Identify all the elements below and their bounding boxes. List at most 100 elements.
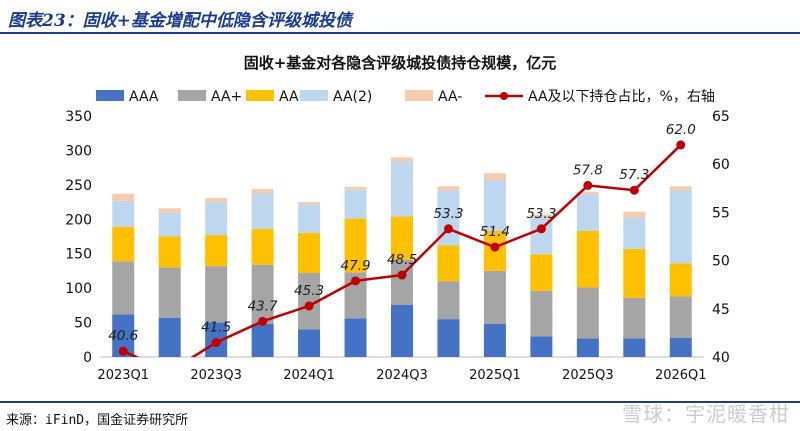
bar-2023Q2-AA- [158, 208, 181, 213]
bar-2024Q1-AA+ [298, 272, 321, 330]
ratio-point-2024Q2 [351, 276, 361, 286]
x-tick-label-2024Q1: 2024Q1 [283, 368, 335, 383]
ratio-point-2025Q3 [583, 180, 593, 190]
bar-2023Q4-AA [251, 228, 274, 265]
ratio-label-2023Q3: 41.5 [201, 320, 231, 336]
bar-2023Q1-AA- [112, 193, 135, 201]
bar-2025Q4-AAA [623, 338, 646, 357]
bar-2025Q2-AA- [530, 214, 553, 217]
ratio-point-2025Q1 [490, 242, 500, 252]
bar-2023Q1-AA(2) [112, 200, 135, 227]
bar-2024Q3-AAA [391, 304, 413, 357]
bar-2023Q3-AA- [205, 197, 228, 203]
bar-2023Q3-AA [205, 235, 228, 267]
bottom-divider [0, 401, 800, 403]
bar-2024Q1-AA(2) [298, 204, 321, 234]
y2-tick-label-2: 45 [712, 302, 730, 318]
ratio-label-2025Q4: 57.3 [619, 167, 649, 183]
bar-2025Q3-AAA [576, 338, 599, 357]
bar-2025Q1-AA- [483, 173, 506, 181]
legend-swatch-3 [246, 90, 274, 101]
bar-2025Q1-AA+ [483, 270, 506, 324]
ratio-point-2023Q1 [118, 346, 128, 356]
bar-2025Q4-AA- [623, 211, 646, 218]
bar-2025Q3-AA+ [576, 287, 599, 339]
legend-label-1: AAA [129, 89, 159, 105]
ratio-point-2023Q3 [211, 338, 221, 348]
bar-2024Q3-AA [391, 216, 413, 260]
bar-2025Q2-AAA [530, 336, 553, 357]
bar-2024Q4-AA+ [437, 281, 460, 320]
bar-2025Q2-AA [530, 254, 553, 291]
bar-2026Q1-AA+ [669, 296, 692, 338]
bar-2025Q1-AAA [483, 323, 506, 357]
bar-2025Q4-AA(2) [623, 217, 646, 249]
bar-2023Q2-AA(2) [158, 212, 181, 237]
bar-2024Q1-AA [298, 233, 321, 273]
y-tick-label-5: 200 [65, 212, 92, 228]
ratio-point-2023Q4 [258, 316, 268, 326]
bar-2023Q4-AA- [251, 188, 274, 194]
legend: AAA AA+ AA AA(2) AA- AA及以下持仓占比，%，右轴 [96, 89, 715, 105]
y2-tick-label-4: 55 [712, 205, 730, 221]
ratio-point-2024Q4 [443, 224, 453, 234]
legend-swatch-1 [96, 90, 124, 101]
bar-2025Q4-AA+ [623, 297, 646, 339]
bar-2025Q3-AA [576, 230, 599, 288]
bar-2024Q4-AA- [437, 186, 460, 191]
y-tick-label-3: 100 [65, 281, 92, 297]
y-tick-label-6: 250 [65, 178, 92, 194]
bar-2025Q2-AA(2) [530, 216, 553, 255]
bar-2024Q4-AA [437, 245, 460, 282]
y-tick-label-4: 150 [65, 247, 92, 263]
ratio-point-2025Q4 [629, 185, 639, 195]
bar-2024Q2-AA [344, 218, 367, 273]
y-tick-label-7: 300 [65, 143, 92, 159]
legend-swatch-2 [178, 90, 206, 101]
bar-2023Q4-AAA [251, 323, 274, 357]
bar-2023Q3-AA+ [205, 266, 228, 323]
ratio-point-2024Q1 [304, 301, 314, 311]
bar-2026Q1-AA(2) [669, 190, 692, 264]
ratio-point-2024Q3 [397, 270, 407, 280]
chart-title: 固收+基金对各隐含评级城投债持仓规模，亿元 [244, 54, 557, 72]
x-tick-label-2023Q3: 2023Q3 [190, 368, 242, 383]
bar-2024Q3-AA(2) [391, 161, 413, 217]
top-divider [0, 32, 800, 34]
bar-2023Q2-AA [158, 236, 181, 268]
bar-2024Q4-AAA [437, 319, 460, 357]
y2-tick-label-1: 40 [712, 350, 730, 366]
y2-tick-label-6: 65 [712, 109, 730, 125]
bar-2023Q3-AA(2) [205, 202, 228, 236]
x-tick-label-2026Q1: 2026Q1 [655, 368, 707, 383]
y2-tick-label-3: 50 [712, 254, 730, 270]
ratio-label-2025Q2: 53.3 [526, 206, 556, 222]
bar-2023Q4-AA(2) [251, 193, 274, 229]
ratio-label-2024Q2: 47.9 [341, 258, 371, 274]
x-tick-label-2025Q3: 2025Q3 [562, 368, 614, 383]
legend-line-marker [500, 92, 508, 100]
bar-2025Q3-AA(2) [576, 193, 599, 231]
bar-2026Q1-AA- [669, 186, 692, 191]
bar-2024Q1-AA- [298, 202, 321, 205]
x-tick-label-2023Q1: 2023Q1 [97, 368, 149, 383]
ratio-point-2025Q2 [536, 224, 546, 234]
bar-2025Q4-AA [623, 248, 646, 298]
bar-2024Q2-AA- [344, 186, 367, 190]
legend-swatch-4 [300, 90, 328, 101]
ratio-label-2023Q1: 40.6 [108, 328, 138, 344]
y-tick-label-2: 50 [74, 316, 92, 332]
ratio-label-2024Q3: 48.5 [387, 252, 417, 268]
bar-2026Q1-AA [669, 263, 692, 297]
legend-label-5: AA- [438, 89, 462, 105]
bar-2024Q2-AA(2) [344, 189, 367, 219]
bar-2025Q3-AA- [576, 191, 599, 194]
watermark: 雪球：宇泥暖香柑 [622, 402, 790, 426]
legend-label-2: AA+ [211, 89, 242, 105]
bar-2024Q3-AA- [391, 157, 413, 162]
legend-label-3: AA [279, 89, 299, 105]
bar-2023Q1-AAA [112, 314, 135, 357]
x-tick-label-2024Q3: 2024Q3 [376, 368, 428, 383]
bar-2025Q1-AA(2) [483, 180, 506, 231]
